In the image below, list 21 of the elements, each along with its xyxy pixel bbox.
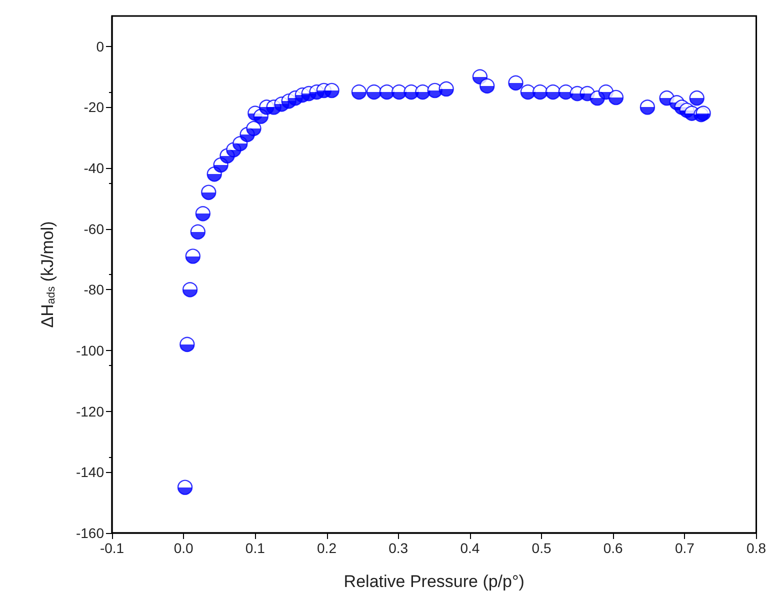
x-tick-label: 0.5 xyxy=(532,540,552,556)
y-tick-label: -60 xyxy=(84,220,104,237)
y-tick-label: -160 xyxy=(76,525,104,541)
x-axis-title: Relative Pressure (p/p°) xyxy=(344,572,524,591)
x-tick-label: -0.1 xyxy=(100,540,124,556)
y-tick-label: 0 xyxy=(96,38,104,54)
y-tick-label: -80 xyxy=(84,282,104,298)
x-tick-label: 0.0 xyxy=(174,540,194,556)
x-tick-label: 0.8 xyxy=(746,540,766,556)
x-tick-label: 0.6 xyxy=(603,540,624,556)
y-tick-label: -120 xyxy=(76,403,104,420)
y-tick-label: -100 xyxy=(76,342,104,359)
y-tick-label: -40 xyxy=(84,160,104,176)
x-tick-label: 0.2 xyxy=(317,540,337,556)
x-tick-label: 0.7 xyxy=(674,540,695,556)
y-axis-title: ΔHads (kJ/mol) xyxy=(38,221,58,328)
x-tick-label: 0.3 xyxy=(388,540,408,556)
x-tick-label: 0.4 xyxy=(460,540,480,556)
y-tick-label: -20 xyxy=(84,99,104,116)
y-tick-label: -140 xyxy=(76,464,104,480)
x-tick-label: 0.1 xyxy=(245,540,266,556)
